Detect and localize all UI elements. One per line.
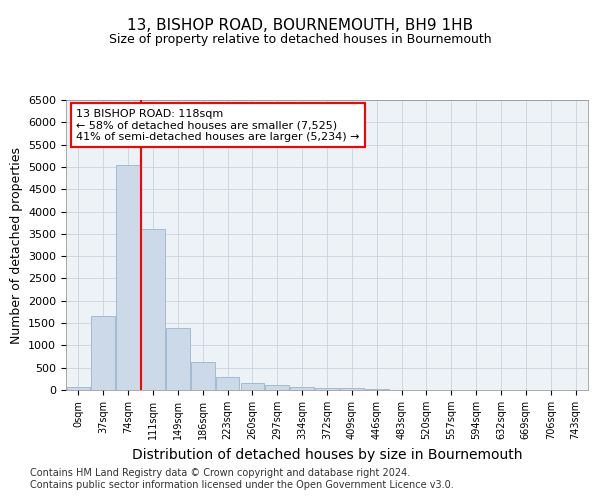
Bar [340, 388, 364, 390]
Text: 13, BISHOP ROAD, BOURNEMOUTH, BH9 1HB: 13, BISHOP ROAD, BOURNEMOUTH, BH9 1HB [127, 18, 473, 32]
Bar [116, 164, 140, 390]
Text: 13 BISHOP ROAD: 118sqm
← 58% of detached houses are smaller (7,525)
41% of semi-: 13 BISHOP ROAD: 118sqm ← 58% of detached… [76, 108, 360, 142]
Bar [67, 386, 90, 390]
Bar [290, 387, 314, 390]
Text: Contains HM Land Registry data © Crown copyright and database right 2024.: Contains HM Land Registry data © Crown c… [30, 468, 410, 477]
Bar [141, 230, 165, 390]
Y-axis label: Number of detached properties: Number of detached properties [10, 146, 23, 344]
Text: Size of property relative to detached houses in Bournemouth: Size of property relative to detached ho… [109, 32, 491, 46]
Bar [91, 316, 115, 390]
Bar [265, 386, 289, 390]
Bar [166, 328, 190, 390]
Bar [315, 388, 339, 390]
Text: Contains public sector information licensed under the Open Government Licence v3: Contains public sector information licen… [30, 480, 454, 490]
Bar [365, 388, 389, 390]
X-axis label: Distribution of detached houses by size in Bournemouth: Distribution of detached houses by size … [132, 448, 522, 462]
Bar [191, 362, 215, 390]
Bar [216, 377, 239, 390]
Bar [241, 384, 264, 390]
